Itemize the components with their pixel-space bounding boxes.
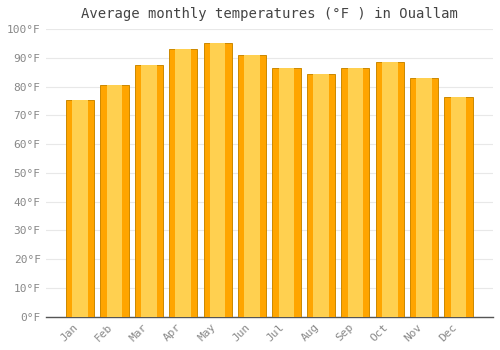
Bar — [348, 68, 363, 317]
Bar — [444, 97, 472, 317]
Bar — [272, 68, 300, 317]
Bar — [416, 78, 432, 317]
Bar — [210, 43, 226, 317]
Bar — [106, 85, 122, 317]
Bar — [134, 65, 163, 317]
Bar — [238, 55, 266, 317]
Bar — [451, 97, 466, 317]
Bar — [244, 55, 260, 317]
Bar — [176, 49, 191, 317]
Bar — [376, 62, 404, 317]
Bar — [169, 49, 198, 317]
Bar — [410, 78, 438, 317]
Bar — [313, 74, 328, 317]
Bar — [66, 99, 94, 317]
Bar — [204, 43, 232, 317]
Bar — [279, 68, 294, 317]
Title: Average monthly temperatures (°F ) in Ouallam: Average monthly temperatures (°F ) in Ou… — [81, 7, 458, 21]
Bar — [382, 62, 398, 317]
Bar — [141, 65, 156, 317]
Bar — [100, 85, 128, 317]
Bar — [307, 74, 335, 317]
Bar — [72, 99, 88, 317]
Bar — [341, 68, 370, 317]
